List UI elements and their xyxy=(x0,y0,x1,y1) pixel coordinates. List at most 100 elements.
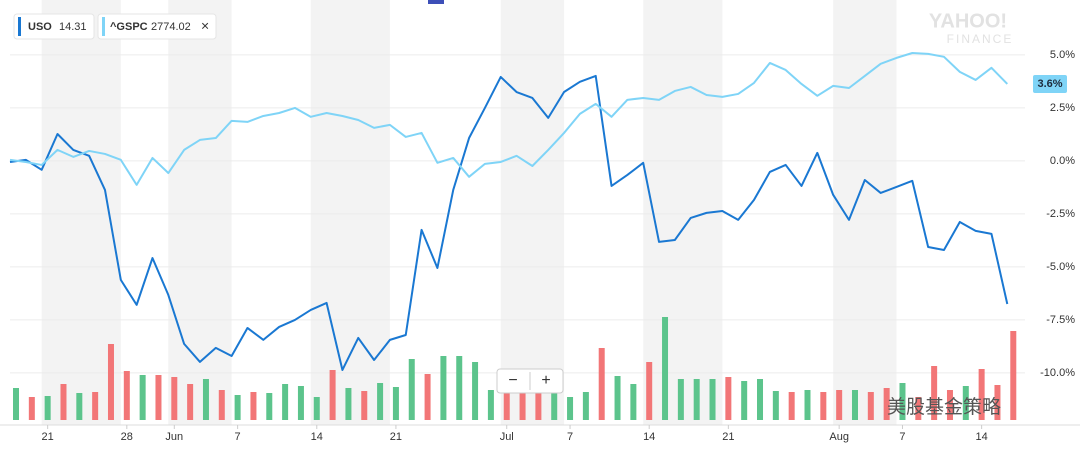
x-tick-label: 28 xyxy=(121,431,133,443)
volume-bar xyxy=(709,379,716,420)
volume-bar xyxy=(1010,331,1017,420)
y-tick-label: -5.0% xyxy=(1046,261,1075,273)
volume-bar xyxy=(76,393,83,420)
x-tick-label: 21 xyxy=(722,431,734,443)
volume-bar xyxy=(630,384,637,420)
volume-bar xyxy=(297,386,304,420)
volume-bar xyxy=(155,375,162,420)
x-tick-label: 7 xyxy=(235,431,241,443)
legend-price: 2774.02 xyxy=(151,21,191,33)
x-tick-label: 7 xyxy=(899,431,905,443)
volume-bar xyxy=(836,390,843,420)
volume-bar xyxy=(931,366,938,420)
legend-label: USO xyxy=(28,21,52,33)
series-line xyxy=(9,52,1009,186)
y-tick-label: 2.5% xyxy=(1050,102,1075,114)
volume-bar xyxy=(804,390,811,420)
x-tick-label: 14 xyxy=(643,431,655,443)
x-tick-label: Aug xyxy=(829,431,849,443)
volume-bar xyxy=(899,383,906,420)
y-tick-label: 5.0% xyxy=(1050,49,1075,61)
volume-bar xyxy=(772,391,779,420)
volume-bar xyxy=(60,384,67,420)
x-tick-label: 14 xyxy=(311,431,323,443)
y-tick-label: -7.5% xyxy=(1046,314,1075,326)
zoom-out[interactable]: − xyxy=(508,372,517,389)
x-tick-label: 21 xyxy=(390,431,402,443)
volume-bar xyxy=(535,390,542,420)
legend-price: 14.31 xyxy=(59,21,87,33)
x-tick-label: 14 xyxy=(976,431,988,443)
x-tick-label: Jul xyxy=(500,431,514,443)
volume-bar xyxy=(456,356,463,420)
x-tick-label: 21 xyxy=(42,431,54,443)
volume-bar xyxy=(123,371,130,420)
volume-bar xyxy=(44,396,51,420)
volume-bar xyxy=(820,392,827,420)
volume-bar xyxy=(519,390,526,420)
volume-bar xyxy=(92,392,99,420)
volume-bar xyxy=(313,397,320,420)
series-line xyxy=(9,74,1009,371)
volume-bar xyxy=(677,379,684,420)
volume-bar xyxy=(567,397,574,420)
y-tick-label: -2.5% xyxy=(1046,208,1075,220)
volume-bar xyxy=(202,379,209,420)
volume-bar xyxy=(646,362,653,420)
volume-bar xyxy=(487,390,494,420)
y-tick-label: 0.0% xyxy=(1050,155,1075,167)
volume-bar xyxy=(946,390,953,420)
volume-bar xyxy=(171,377,178,420)
volume-bar xyxy=(582,392,589,420)
legend-swatch xyxy=(18,17,21,36)
legend-item[interactable] xyxy=(97,13,217,40)
volume-bar xyxy=(757,379,764,420)
volume-bar xyxy=(693,379,700,420)
volume-bar xyxy=(598,348,605,420)
volume-bar xyxy=(978,369,985,420)
week-band xyxy=(833,0,897,425)
volume-bar xyxy=(234,395,241,420)
volume-bar xyxy=(503,390,510,420)
volume-bar xyxy=(741,381,748,420)
volume-bar xyxy=(139,375,146,420)
volume-bar xyxy=(107,344,114,420)
x-tick-label: Jun xyxy=(165,431,183,443)
y-tick-label: -10.0% xyxy=(1040,367,1075,379)
logo: YAHOO! xyxy=(929,10,1007,32)
volume-bar xyxy=(13,388,19,420)
volume-bar xyxy=(28,397,35,420)
legend-item[interactable] xyxy=(13,13,95,40)
volume-bar xyxy=(472,362,479,420)
volume-bar xyxy=(851,390,858,420)
zoom-in[interactable]: + xyxy=(541,372,550,389)
volume-bar xyxy=(361,391,368,420)
legend-label: ^GSPC xyxy=(110,21,148,33)
volume-bar xyxy=(218,390,225,420)
volume-bar xyxy=(662,317,669,420)
volume-bar xyxy=(266,393,273,420)
watermark: 美股基金策略 xyxy=(887,396,1001,418)
volume-bar xyxy=(187,384,194,420)
volume-bar xyxy=(788,392,795,420)
week-band xyxy=(41,0,121,425)
zoom-control: − + xyxy=(496,368,564,394)
volume-bar xyxy=(725,377,732,420)
week-band xyxy=(168,0,232,425)
volume-bar xyxy=(377,383,384,420)
volume-bar xyxy=(614,376,621,420)
legend-swatch xyxy=(102,17,105,36)
tab-indicator xyxy=(428,0,444,4)
week-band xyxy=(500,0,565,425)
volume-bar xyxy=(282,384,289,420)
week-band xyxy=(310,0,390,425)
volume-bar xyxy=(250,392,257,420)
current-label: 3.6% xyxy=(1037,78,1062,90)
x-tick-label: 7 xyxy=(567,431,573,443)
volume-bar xyxy=(994,385,1001,420)
volume-bar xyxy=(962,386,969,420)
volume-bar xyxy=(440,356,447,420)
logo: FINANCE xyxy=(947,32,1014,46)
legend-close[interactable]: × xyxy=(201,18,209,34)
